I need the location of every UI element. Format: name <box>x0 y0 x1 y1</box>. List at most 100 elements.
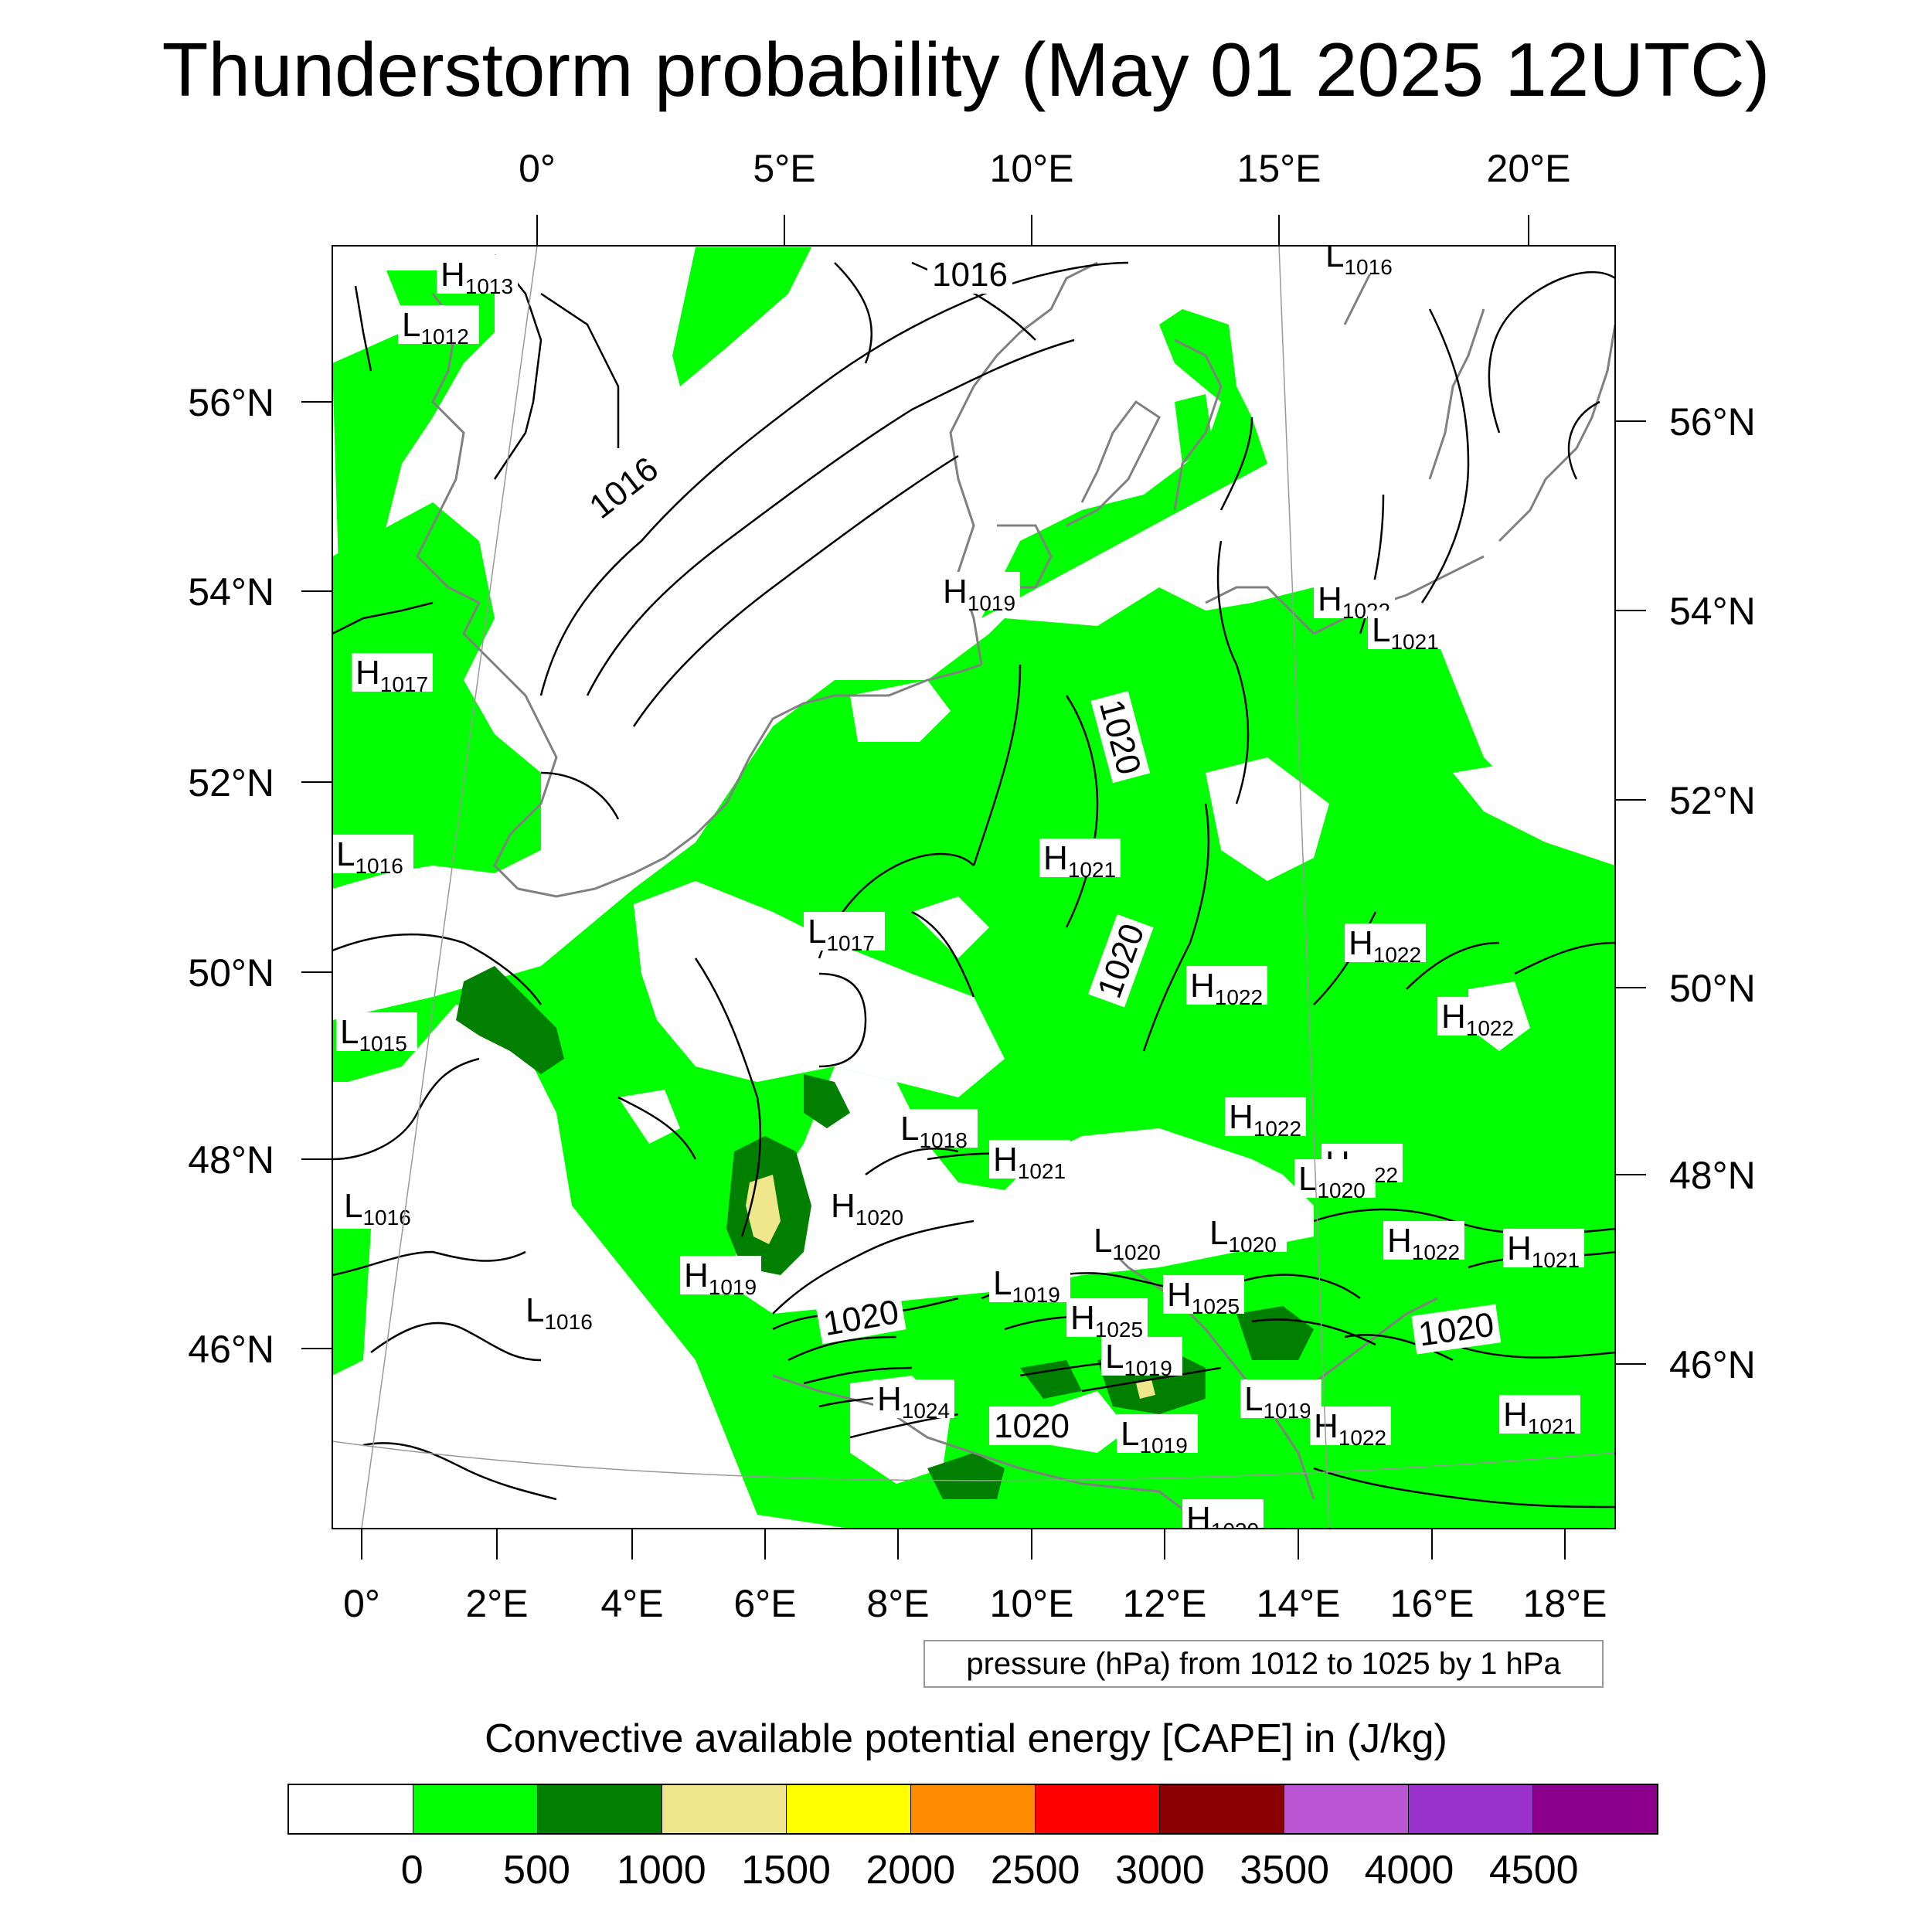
right-axis-label: 54°N <box>1669 590 1756 633</box>
pressure-center-label: H1025 <box>1163 1275 1244 1318</box>
top-axis-label: 0° <box>519 147 556 190</box>
pressure-center-label: H1025 <box>1066 1298 1148 1342</box>
svg-text:H1022: H1022 <box>1387 1222 1460 1264</box>
left-axis-label: 46°N <box>188 1328 274 1371</box>
colorbar-labels: 0 500 1000 1500 2000 2500 3000 3500 4000 4500 <box>287 1843 1658 1897</box>
right-axis-labels: 56°N 54°N 52°N 50°N 48°N 46°N <box>1669 400 1756 1386</box>
bottom-axis-labels: 0° 2°E 4°E 6°E 8°E 10°E 12°E 14°E 16°E 1… <box>343 1582 1607 1625</box>
svg-text:H1022: H1022 <box>1229 1098 1301 1141</box>
svg-text:H1020: H1020 <box>1186 1500 1259 1543</box>
svg-text:L1012: L1012 <box>402 306 469 349</box>
pressure-center-label: H1022 <box>1186 966 1267 1009</box>
left-axis-ticks <box>301 401 332 1349</box>
pressure-center-label: H1022 <box>1383 1221 1464 1264</box>
colorbar-swatch <box>1284 1785 1409 1833</box>
pressure-center-label: L1019 <box>989 1264 1070 1307</box>
coastlines <box>416 261 1615 1516</box>
svg-text:1016: 1016 <box>932 256 1008 294</box>
colorbar-swatch <box>413 1785 538 1833</box>
colorbar-swatch <box>911 1785 1036 1833</box>
bottom-axis-label: 0° <box>343 1582 380 1625</box>
svg-text:H1022: H1022 <box>1349 924 1421 967</box>
right-axis-label: 52°N <box>1669 779 1756 822</box>
svg-text:H1024: H1024 <box>877 1380 950 1423</box>
svg-text:H1013: H1013 <box>440 256 513 298</box>
pressure-center-label: H1022 <box>1310 1406 1391 1450</box>
svg-text:H1021: H1021 <box>1507 1230 1580 1272</box>
left-axis-label: 50°N <box>188 951 274 995</box>
left-axis-label: 54°N <box>188 570 274 614</box>
pressure-center-label: H1022 <box>1345 923 1426 967</box>
pressure-center-label: H1013 <box>437 255 518 298</box>
colorbar-swatch <box>538 1785 662 1833</box>
colorbar-swatch <box>787 1785 911 1833</box>
svg-text:L1019: L1019 <box>993 1264 1060 1307</box>
pressure-center-label: L1019 <box>1117 1414 1198 1458</box>
pressure-center-label: H1021 <box>1499 1395 1580 1438</box>
pressure-note: pressure (hPa) from 1012 to 1025 by 1 hP… <box>923 1640 1604 1688</box>
colorbar-title: Convective available potential energy [C… <box>485 1716 1447 1761</box>
pressure-center-label: H1017 <box>352 653 433 696</box>
colorbar-tick-label: 0 <box>400 1848 423 1893</box>
colorbar-swatch <box>1533 1785 1657 1833</box>
bottom-axis-label: 14°E <box>1257 1582 1341 1625</box>
pressure-center-label: H1021 <box>1039 838 1121 882</box>
svg-text:L1020: L1020 <box>1298 1160 1366 1202</box>
pressure-centers: H1013 L1012 H1017 L1016 L1015 L1016 L101… <box>332 236 1584 1543</box>
svg-text:L1018: L1018 <box>900 1110 968 1152</box>
top-axis-labels: 0° 5°E 10°E 15°E 20°E <box>519 147 1570 190</box>
bottom-axis-label: 10°E <box>990 1582 1074 1625</box>
svg-text:H1022: H1022 <box>1190 967 1263 1009</box>
pressure-center-label: H1024 <box>873 1379 954 1423</box>
right-axis-ticks <box>1615 420 1646 1365</box>
colorbar-tick-label: 500 <box>503 1848 570 1893</box>
right-axis-label: 46°N <box>1669 1343 1756 1386</box>
svg-text:H1021: H1021 <box>1503 1396 1576 1438</box>
svg-text:L1017: L1017 <box>808 913 875 955</box>
bottom-axis-ticks <box>361 1529 1566 1560</box>
cape-field: 1016 1016 1020 1020 1020 1020 <box>332 236 1615 1543</box>
top-axis-label: 5°E <box>753 147 815 190</box>
colorbar-tick-label: 4500 <box>1488 1848 1579 1893</box>
colorbar-swatch <box>1036 1785 1160 1833</box>
colorbar-tick-label: 1500 <box>741 1848 831 1893</box>
bottom-axis-label: 8°E <box>866 1582 929 1625</box>
svg-text:H1025: H1025 <box>1167 1276 1240 1318</box>
pressure-center-label: H1021 <box>1503 1229 1584 1272</box>
pressure-center-label: L1017 <box>804 912 885 955</box>
top-axis-label: 10°E <box>990 147 1074 190</box>
svg-text:H1020: H1020 <box>831 1187 903 1230</box>
svg-text:H1019: H1019 <box>943 573 1015 615</box>
bottom-axis-label: 18°E <box>1523 1582 1607 1625</box>
right-axis-label: 50°N <box>1669 967 1756 1010</box>
colorbar <box>287 1784 1658 1835</box>
svg-text:L1016: L1016 <box>1325 236 1393 279</box>
isobar-label: 1016 <box>927 255 1012 294</box>
colorbar-tick-label: 1000 <box>616 1848 706 1893</box>
isobar-label: 1020 <box>989 1406 1074 1445</box>
svg-text:L1020: L1020 <box>1209 1214 1277 1257</box>
colorbar-tick-label: 2000 <box>866 1848 956 1893</box>
pressure-center-label: L1016 <box>522 1291 603 1334</box>
map-frame <box>332 245 1616 1529</box>
bottom-axis-label: 16°E <box>1390 1582 1475 1625</box>
svg-text:L1021: L1021 <box>1372 611 1439 654</box>
svg-text:H1019: H1019 <box>684 1257 757 1299</box>
left-axis-label: 56°N <box>188 381 274 424</box>
bottom-axis-label: 6°E <box>733 1582 796 1625</box>
pressure-center-label: L1020 <box>1294 1159 1376 1202</box>
svg-text:1020: 1020 <box>994 1407 1070 1445</box>
pressure-center-label: L1016 <box>1321 236 1403 279</box>
svg-text:L1016: L1016 <box>336 835 403 878</box>
right-axis-label: 48°N <box>1669 1154 1756 1197</box>
left-axis-labels: 56°N 54°N 52°N 50°N 48°N 46°N <box>188 381 274 1371</box>
colorbar-tick-label: 4000 <box>1364 1848 1454 1893</box>
pressure-center-label: L1018 <box>896 1109 978 1152</box>
svg-text:H1021: H1021 <box>1043 839 1116 882</box>
graticule <box>332 246 1615 1529</box>
left-axis-label: 48°N <box>188 1138 274 1182</box>
pressure-center-label: L1015 <box>336 1012 417 1056</box>
pressure-center-label: L1019 <box>1240 1379 1321 1423</box>
top-axis-ticks <box>536 215 1529 246</box>
